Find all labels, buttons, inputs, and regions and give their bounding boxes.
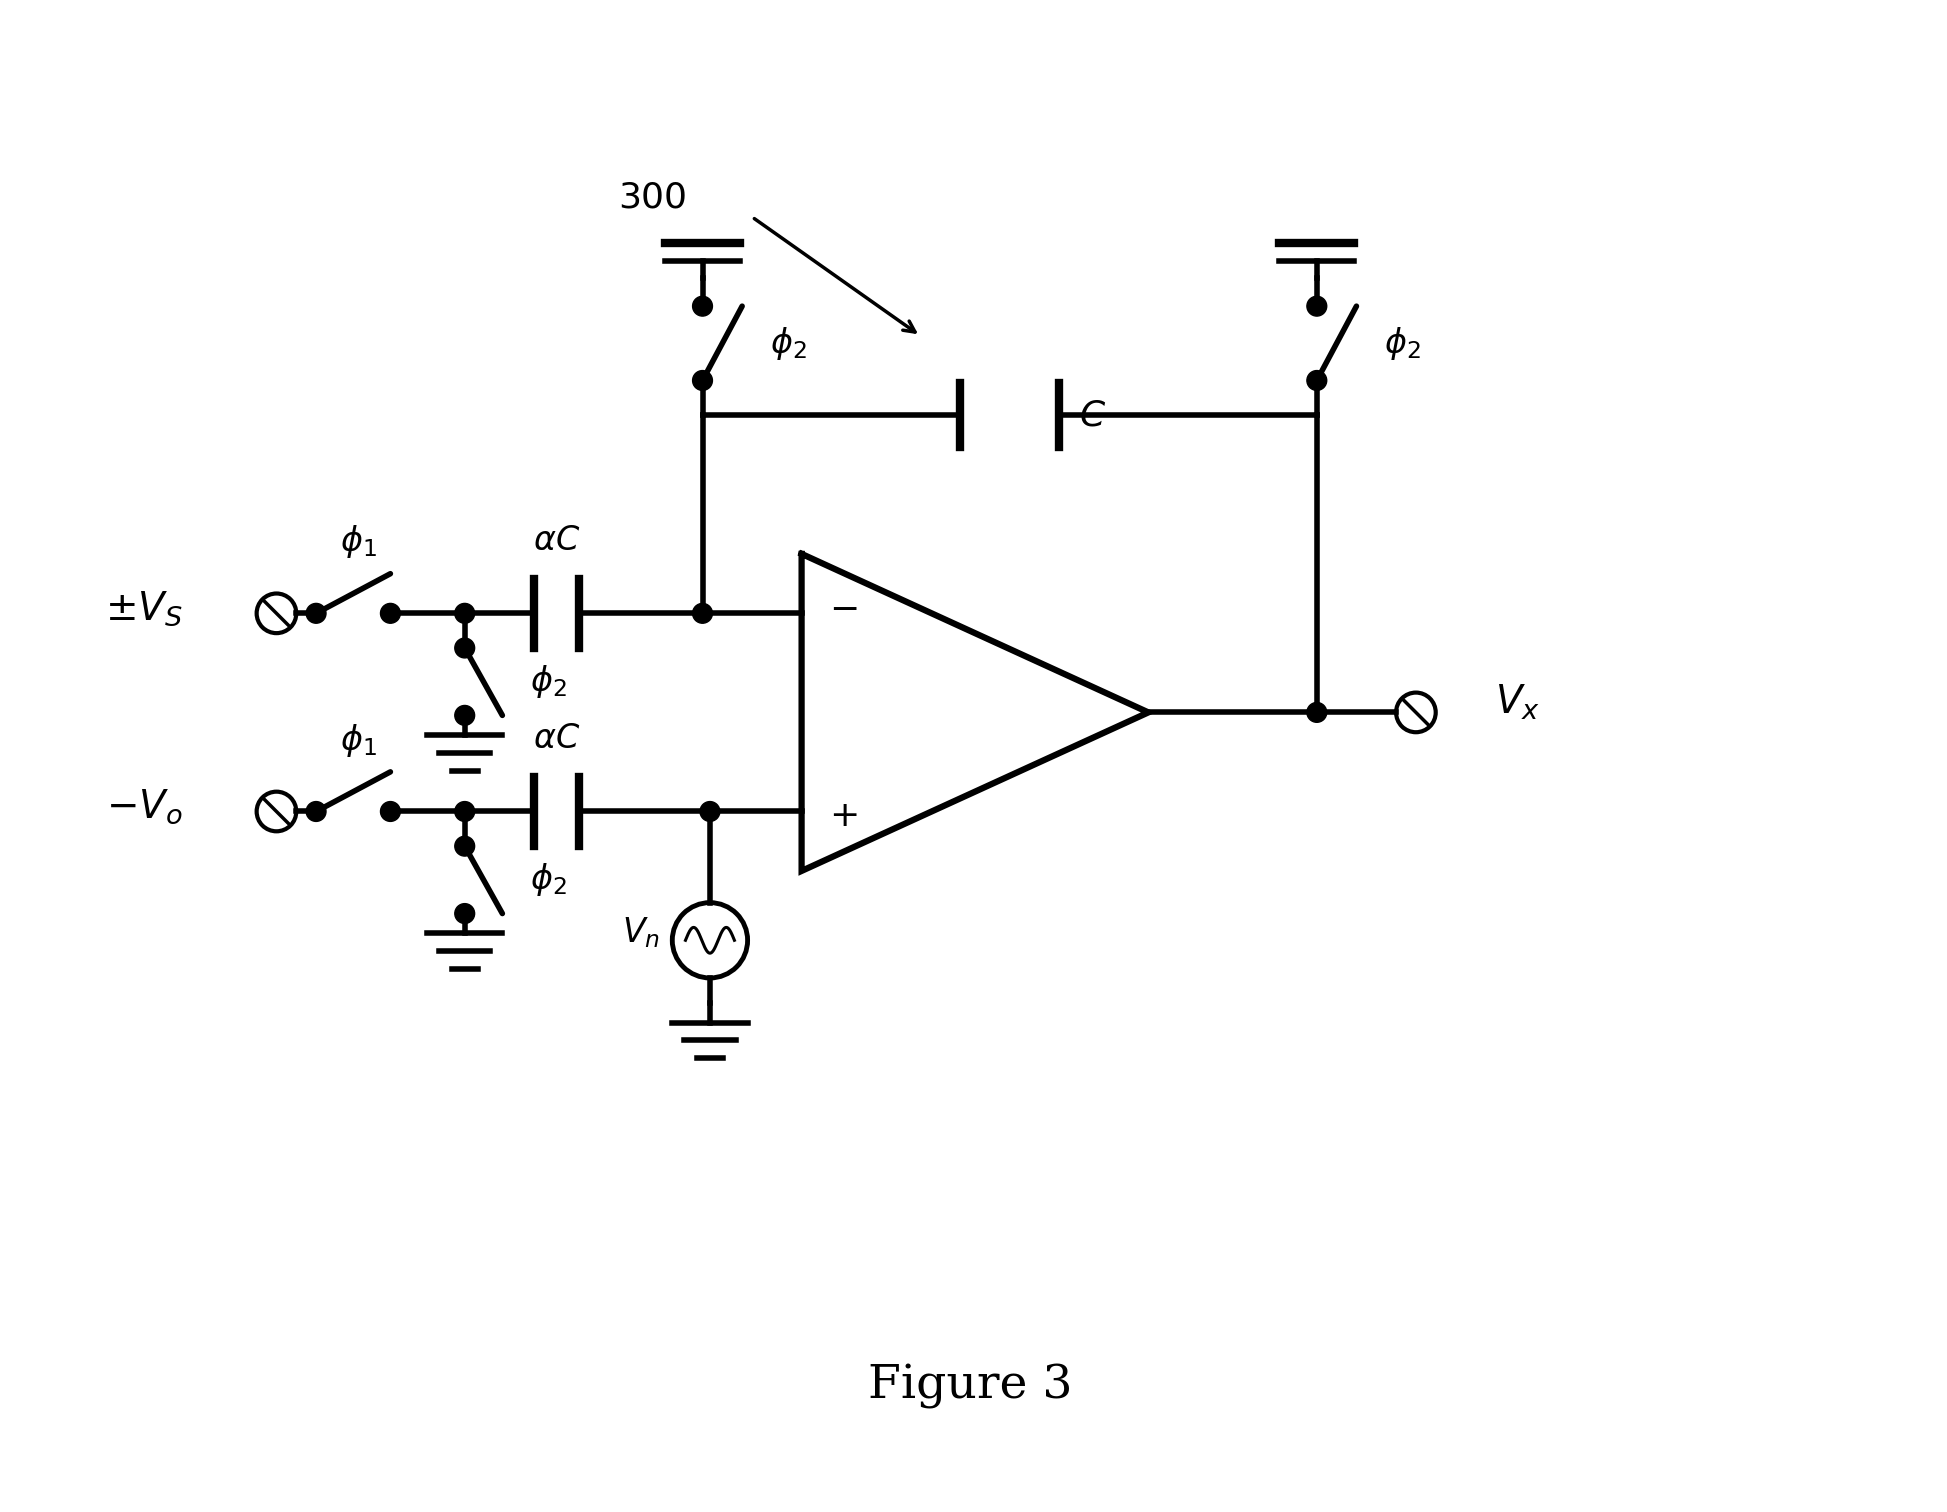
Text: $-V_o$: $-V_o$ (105, 788, 183, 826)
Circle shape (701, 801, 720, 821)
Circle shape (456, 603, 475, 623)
Circle shape (380, 603, 401, 623)
Text: $V_n$: $V_n$ (623, 915, 660, 950)
Circle shape (693, 370, 713, 390)
Text: $\phi_2$: $\phi_2$ (530, 664, 567, 700)
Text: $V_x$: $V_x$ (1495, 683, 1540, 723)
Circle shape (693, 603, 713, 623)
Text: $\pm V_S$: $\pm V_S$ (105, 590, 183, 627)
Circle shape (456, 706, 475, 726)
Circle shape (306, 603, 325, 623)
Text: Figure 3: Figure 3 (868, 1364, 1073, 1409)
Circle shape (456, 836, 475, 856)
Text: $\alpha C$: $\alpha C$ (533, 525, 580, 556)
Text: $\phi_2$: $\phi_2$ (769, 325, 806, 361)
Text: $\phi_1$: $\phi_1$ (341, 523, 376, 561)
Circle shape (456, 904, 475, 924)
Circle shape (306, 801, 325, 821)
Text: $\alpha C$: $\alpha C$ (533, 723, 580, 754)
Circle shape (1306, 703, 1326, 723)
Circle shape (456, 801, 475, 821)
Circle shape (380, 801, 401, 821)
Circle shape (1306, 370, 1326, 390)
Text: 300: 300 (619, 180, 687, 215)
Text: $+$: $+$ (829, 800, 857, 833)
Text: $\phi_2$: $\phi_2$ (1384, 325, 1421, 361)
Circle shape (693, 296, 713, 316)
Text: $\phi_2$: $\phi_2$ (530, 862, 567, 898)
Text: $-$: $-$ (829, 591, 857, 626)
Circle shape (1306, 296, 1326, 316)
Text: $C$: $C$ (1079, 398, 1106, 432)
Circle shape (456, 638, 475, 658)
Text: $\phi_1$: $\phi_1$ (341, 721, 376, 759)
